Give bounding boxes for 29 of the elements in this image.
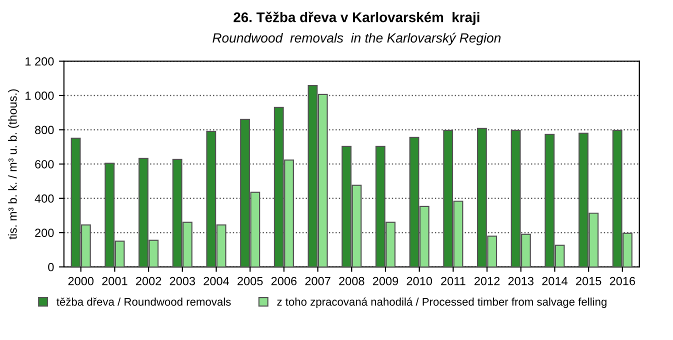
y-tick-label: 400: [34, 194, 54, 203]
x-tick-label: 2014: [542, 276, 568, 286]
x-tick-label: 2005: [238, 276, 263, 286]
y-axis-title: tis. m³ b. k. / m³ u. b. (thous.): [8, 89, 20, 240]
legend-label: z toho zpracovaná nahodilá / Processed timber from salvage felling: [277, 297, 606, 308]
x-tick-label: 2012: [474, 276, 500, 286]
x-tick-label: 2003: [170, 276, 196, 286]
y-tick-label: 1 000: [26, 92, 54, 100]
x-tick-label: 2010: [406, 276, 432, 286]
x-tick-label: 2016: [610, 276, 636, 286]
y-tick-label: 1 200: [26, 57, 54, 66]
x-tick-label: 2013: [508, 276, 534, 286]
y-tick-label: 0: [48, 262, 54, 272]
y-tick-label: 200: [35, 228, 54, 238]
x-tick-label: 2015: [576, 276, 602, 286]
legend-label: těžba dřeva / Roundwood removals: [56, 298, 231, 306]
y-tick-label: 800: [35, 126, 54, 134]
y-tick-label: 600: [35, 160, 54, 168]
x-tick-label: 2001: [102, 276, 128, 286]
x-tick-label: 2011: [441, 276, 466, 286]
chart-title: 26. Těžba dřeva v Karlovarském kraji: [234, 12, 480, 25]
x-tick-label: 2009: [372, 276, 398, 286]
x-tick-label: 2004: [204, 276, 230, 286]
x-tick-label: 2006: [271, 276, 297, 286]
x-tick-label: 2008: [339, 276, 364, 286]
x-tick-label: 2007: [305, 276, 330, 286]
chart-subtitle: Roundwood removals in the Karlovarský Region: [212, 32, 501, 46]
x-tick-label: 2002: [136, 276, 162, 286]
x-tick-label: 2000: [68, 276, 94, 286]
